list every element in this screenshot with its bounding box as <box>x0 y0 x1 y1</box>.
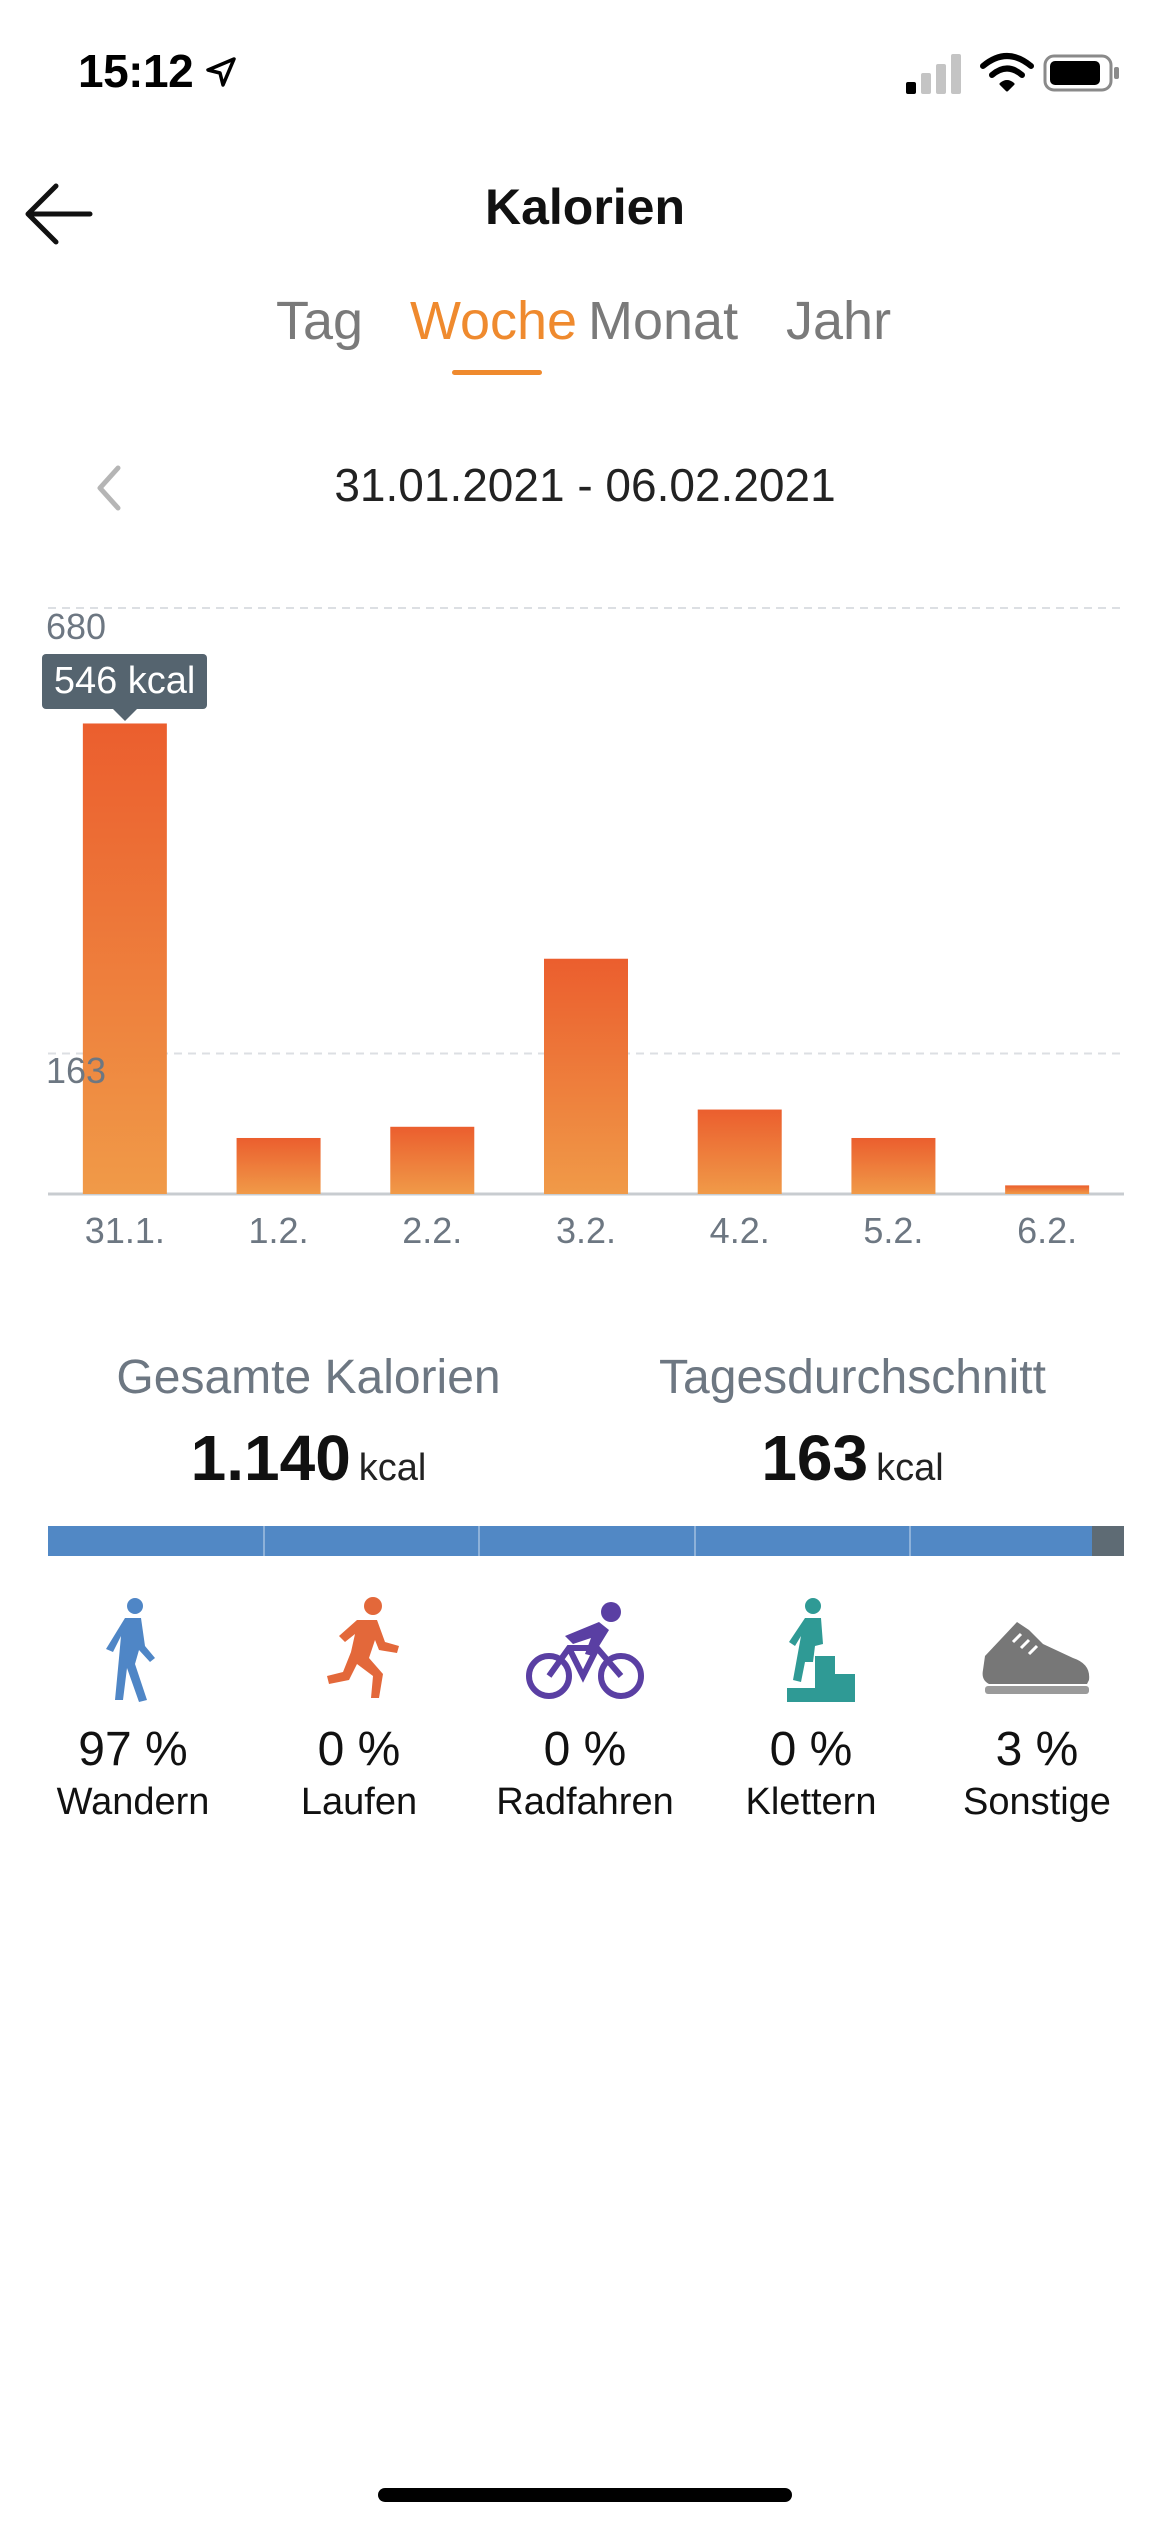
activity-name: Wandern <box>56 1781 210 1823</box>
activity-cycling[interactable]: 0 % Radfahren <box>472 1596 698 1824</box>
activity-percent: 0 % <box>317 1723 401 1776</box>
activity-running[interactable]: 0 % Laufen <box>246 1596 472 1824</box>
distribution-divider <box>908 1526 911 1556</box>
x-tick-label: 31.1. <box>84 1210 165 1251</box>
activity-other[interactable]: 3 % Sonstige <box>924 1596 1150 1824</box>
activity-percent: 97 % <box>78 1723 188 1776</box>
running-icon <box>327 1597 399 1698</box>
status-bar: 15:12 <box>0 0 1170 140</box>
total-calories-label: Gesamte Kalorien <box>116 1351 501 1404</box>
climbing-icon <box>787 1598 855 1702</box>
bar-1[interactable] <box>236 1137 321 1194</box>
x-tick-label: 6.2. <box>1017 1210 1078 1251</box>
activity-climbing[interactable]: 0 % Klettern <box>698 1596 924 1824</box>
wifi-icon <box>980 53 1034 92</box>
bar-2[interactable] <box>390 1126 475 1194</box>
bar-value-tooltip: 546 kcal <box>41 654 208 722</box>
activity-percent: 0 % <box>769 1723 853 1776</box>
cellular-signal-icon <box>906 54 961 94</box>
previous-period-icon[interactable] <box>90 458 130 518</box>
daily-average-value: 163 <box>761 1422 869 1494</box>
activity-name: Laufen <box>300 1781 418 1823</box>
tab-week[interactable]: Woche <box>410 291 578 351</box>
calories-bar-chart: 680 163 546 kcal 31.1. 1.2. 2.2. 3.2. 4.2. 5.… <box>0 590 1170 1270</box>
distribution-divider <box>263 1526 266 1556</box>
x-tick-label: 3.2. <box>555 1210 617 1251</box>
bar-6[interactable] <box>1005 1185 1090 1194</box>
bar-5[interactable] <box>851 1137 936 1194</box>
daily-average-stat: Tagesdurchschnitt 163 kcal <box>560 1350 1145 1495</box>
active-tab-indicator <box>452 370 542 375</box>
daily-average-unit: kcal <box>876 1447 944 1489</box>
activity-percent: 0 % <box>543 1723 627 1776</box>
activity-name: Klettern <box>745 1781 877 1823</box>
total-calories-stat: Gesamte Kalorien 1.140 kcal <box>16 1350 601 1495</box>
bar-3[interactable] <box>544 958 628 1194</box>
daily-average-label: Tagesdurchschnitt <box>659 1351 1046 1404</box>
battery-icon <box>1043 54 1119 92</box>
distribution-divider <box>478 1526 481 1556</box>
chart-canvas <box>48 607 1124 1196</box>
x-tick-label: 2.2. <box>402 1210 463 1251</box>
distribution-segment-1 <box>1091 1526 1124 1556</box>
activity-distribution-bar <box>48 1526 1124 1556</box>
home-indicator[interactable] <box>378 2488 792 2502</box>
total-calories-unit: kcal <box>358 1447 427 1489</box>
status-time: 15:12 <box>78 45 194 97</box>
activity-name: Radfahren <box>496 1781 674 1823</box>
shoe-icon <box>982 1622 1090 1694</box>
activity-name: Sonstige <box>963 1781 1111 1823</box>
x-tick-label: 5.2. <box>863 1210 924 1251</box>
period-tabs: Tag Woche Monat Jahr <box>0 290 1170 390</box>
back-arrow-icon[interactable] <box>20 176 96 252</box>
walking-icon <box>106 1598 155 1702</box>
distribution-divider <box>693 1526 696 1556</box>
x-tick-label: 4.2. <box>709 1210 770 1251</box>
activity-walking[interactable]: 97 % Wandern <box>20 1596 246 1824</box>
tab-month[interactable]: Monat <box>588 291 739 351</box>
bar-4[interactable] <box>697 1109 782 1194</box>
total-calories-value: 1.140 <box>190 1422 351 1494</box>
tab-year[interactable]: Jahr <box>786 291 892 351</box>
distribution-segment-0 <box>48 1526 1092 1556</box>
page-title: Kalorien <box>484 179 686 235</box>
y-tick-label-average: 163 <box>46 1050 107 1091</box>
cycling-icon <box>526 1602 644 1699</box>
x-tick-label: 1.2. <box>248 1210 309 1251</box>
date-range: 31.01.2021 - 06.02.2021 <box>334 459 836 511</box>
activity-percent: 3 % <box>995 1723 1079 1776</box>
y-tick-label-max: 680 <box>46 606 107 647</box>
location-arrow-icon <box>206 57 236 87</box>
bar-0[interactable] <box>82 723 167 1194</box>
tab-day[interactable]: Tag <box>276 291 364 351</box>
